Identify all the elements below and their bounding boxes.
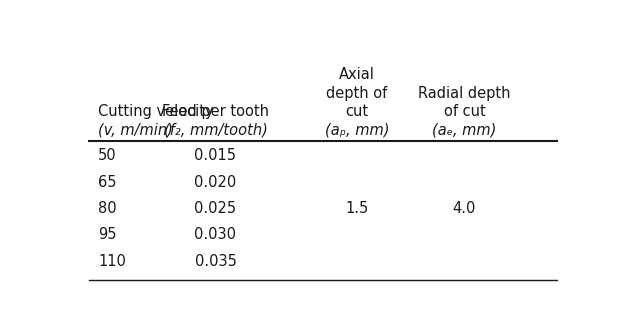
Text: 95: 95: [98, 228, 117, 243]
Text: 0.020: 0.020: [194, 175, 237, 190]
Text: Cutting velocity: Cutting velocity: [98, 104, 214, 119]
Text: 1.5: 1.5: [345, 201, 369, 216]
Text: 4.0: 4.0: [453, 201, 476, 216]
Text: (aₚ, mm): (aₚ, mm): [325, 123, 389, 138]
Text: 0.025: 0.025: [195, 201, 236, 216]
Text: 80: 80: [98, 201, 117, 216]
Text: 0.030: 0.030: [195, 228, 236, 243]
Text: (aₑ, mm): (aₑ, mm): [432, 123, 496, 138]
Text: 0.035: 0.035: [195, 254, 236, 269]
Text: Axial: Axial: [339, 67, 375, 82]
Text: (v, m/min): (v, m/min): [98, 123, 173, 138]
Text: cut: cut: [345, 104, 369, 119]
Text: 110: 110: [98, 254, 126, 269]
Text: 0.015: 0.015: [195, 148, 236, 163]
Text: 65: 65: [98, 175, 117, 190]
Text: depth of: depth of: [326, 86, 387, 101]
Text: Radial depth: Radial depth: [418, 86, 511, 101]
Text: (f₂, mm/tooth): (f₂, mm/tooth): [164, 123, 267, 138]
Text: 50: 50: [98, 148, 117, 163]
Text: of cut: of cut: [444, 104, 485, 119]
Text: Feed per tooth: Feed per tooth: [162, 104, 269, 119]
